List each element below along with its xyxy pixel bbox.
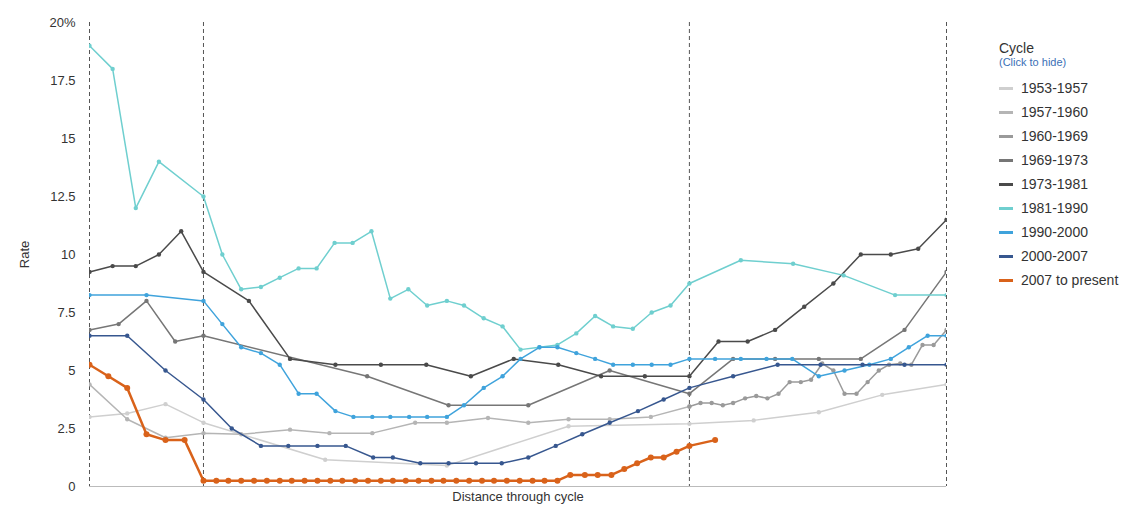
html-text:1960-1969: 1960-1969 [1021,128,1088,144]
html-text:2007 to present: 2007 to present [1021,272,1119,288]
svg-text:2.5: 2.5 [57,421,75,436]
svg-text:7.5: 7.5 [57,305,75,320]
html-text:1957-1960: 1957-1960 [1021,104,1088,120]
html-text:1990-2000: 1990-2000 [1021,224,1088,240]
svg-text:Distance through cycle: Distance through cycle [452,489,584,504]
svg-text:Rate: Rate [17,241,32,268]
html-text:2000-2007: 2000-2007 [1021,248,1088,264]
svg-text:10: 10 [61,247,75,262]
html-text:1969-1973: 1969-1973 [1021,152,1088,168]
svg-text:5: 5 [68,363,75,378]
html-text:(Click to hide): (Click to hide) [999,56,1067,68]
html-text:Cycle: Cycle [999,40,1034,56]
svg-text:20%: 20% [49,15,75,30]
html-text:1953-1957: 1953-1957 [1021,80,1088,96]
svg-text:17.5: 17.5 [50,73,75,88]
svg-text:0: 0 [68,479,75,494]
svg-text:12.5: 12.5 [50,189,75,204]
html-text:1981-1990: 1981-1990 [1021,200,1088,216]
html-text:1973-1981: 1973-1981 [1021,176,1088,192]
svg-text:15: 15 [61,131,75,146]
